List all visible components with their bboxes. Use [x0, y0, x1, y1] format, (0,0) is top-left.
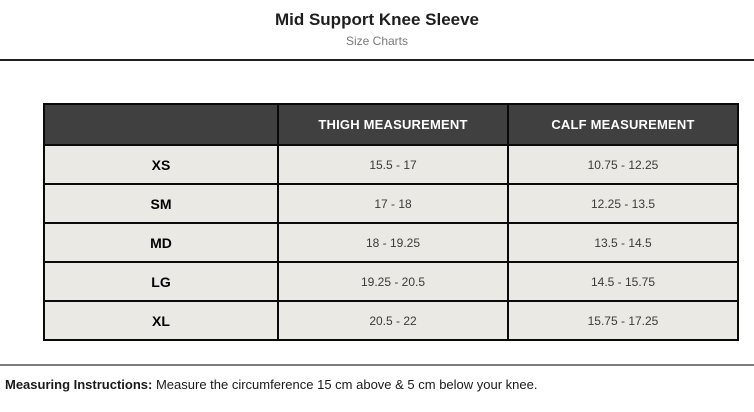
measuring-instructions-text: Measure the circumference 15 cm above & … [152, 377, 538, 392]
calf-column-header: CALF MEASUREMENT [507, 103, 739, 146]
table-body: XS 15.5 - 17 10.75 - 12.25 SM 17 - 18 12… [43, 144, 739, 341]
calf-cell: 13.5 - 14.5 [507, 222, 739, 263]
size-cell: SM [43, 183, 279, 224]
table-row: LG 19.25 - 20.5 14.5 - 15.75 [43, 261, 739, 302]
calf-cell: 12.25 - 13.5 [507, 183, 739, 224]
size-cell: XS [43, 144, 279, 185]
top-divider [0, 59, 754, 61]
table-header-row: THIGH MEASUREMENT CALF MEASUREMENT [43, 103, 739, 146]
page-subtitle: Size Charts [345, 34, 409, 48]
page-title: Mid Support Knee Sleeve [274, 10, 480, 29]
thigh-cell: 15.5 - 17 [277, 144, 509, 185]
calf-cell: 15.75 - 17.25 [507, 300, 739, 341]
size-cell: XL [43, 300, 279, 341]
calf-cell: 14.5 - 15.75 [507, 261, 739, 302]
calf-cell: 10.75 - 12.25 [507, 144, 739, 185]
size-chart-section: THIGH MEASUREMENT CALF MEASUREMENT XS 15… [43, 103, 739, 341]
size-chart-table: THIGH MEASUREMENT CALF MEASUREMENT XS 15… [43, 103, 739, 341]
table-row: MD 18 - 19.25 13.5 - 14.5 [43, 222, 739, 263]
thigh-cell: 20.5 - 22 [277, 300, 509, 341]
measuring-instructions: Measuring Instructions: Measure the circ… [5, 377, 754, 393]
thigh-cell: 19.25 - 20.5 [277, 261, 509, 302]
thigh-column-header: THIGH MEASUREMENT [277, 103, 509, 146]
measuring-instructions-label: Measuring Instructions: [5, 377, 153, 392]
size-column-header [43, 103, 279, 146]
size-cell: LG [43, 261, 279, 302]
table-row: SM 17 - 18 12.25 - 13.5 [43, 183, 739, 224]
table-row: XS 15.5 - 17 10.75 - 12.25 [43, 144, 739, 185]
bottom-divider [0, 364, 754, 366]
size-cell: MD [43, 222, 279, 263]
thigh-cell: 17 - 18 [277, 183, 509, 224]
thigh-cell: 18 - 19.25 [277, 222, 509, 263]
table-row: XL 20.5 - 22 15.75 - 17.25 [43, 300, 739, 341]
